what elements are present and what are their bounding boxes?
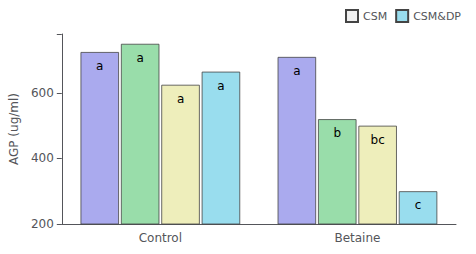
svg-text:CSM&DP: CSM&DP <box>413 10 461 23</box>
svg-text:a: a <box>293 64 300 78</box>
svg-text:a: a <box>177 92 184 106</box>
svg-text:600: 600 <box>31 86 54 100</box>
svg-text:bc: bc <box>371 133 385 147</box>
svg-text:c: c <box>415 198 422 212</box>
svg-text:CSM: CSM <box>363 10 387 23</box>
svg-text:a: a <box>96 59 103 73</box>
svg-text:b: b <box>333 126 341 140</box>
svg-text:AGP (ug/ml): AGP (ug/ml) <box>7 93 21 165</box>
svg-text:400: 400 <box>31 151 54 165</box>
svg-text:Betaine: Betaine <box>334 231 380 245</box>
svg-text:a: a <box>217 79 224 93</box>
svg-text:a: a <box>136 51 143 65</box>
svg-text:200: 200 <box>31 217 54 231</box>
svg-text:Control: Control <box>139 231 182 245</box>
